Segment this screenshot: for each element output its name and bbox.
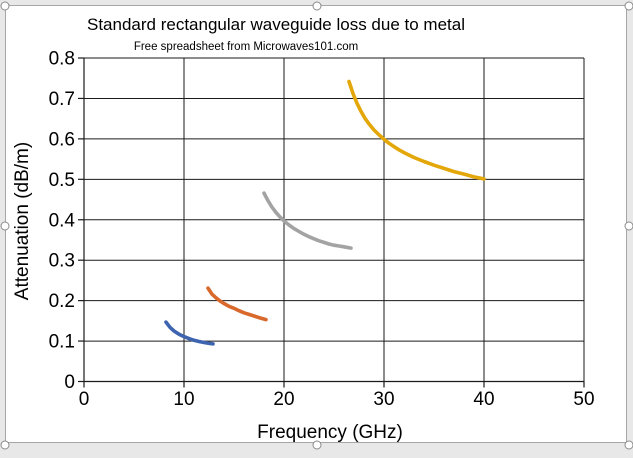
x-tick-label-40: 40 [473,389,494,410]
selection-handle-bottom-left[interactable] [0,440,10,450]
x-tick-label-0: 0 [79,389,90,410]
series-line-series-3-gray[interactable] [262,191,353,250]
selection-handle-middle-right[interactable] [624,221,633,231]
selection-handle-bottom-right[interactable] [624,440,633,450]
y-tick-label-0.2: 0.2 [49,291,75,312]
y-tick-label-0.8: 0.8 [49,49,75,70]
selection-handle-top-center[interactable] [312,1,322,11]
series-line-series-2-orange[interactable] [206,286,268,322]
y-tick-label-0.4: 0.4 [49,210,76,231]
selection-handle-middle-left[interactable] [0,221,10,231]
y-tick-label-0.3: 0.3 [49,251,75,272]
selection-handle-bottom-center[interactable] [312,440,322,450]
x-tick-label-20: 20 [273,389,294,410]
series-line-series-4-gold[interactable] [347,79,486,181]
x-tick-label-10: 10 [173,389,194,410]
y-tick-label-0.6: 0.6 [49,129,75,150]
selection-handle-top-right[interactable] [624,1,633,11]
chart-subtitle[interactable]: Free spreadsheet from Microwaves101.com [133,41,359,53]
y-tick-label-0.1: 0.1 [49,332,75,353]
series-line-series-1-blue[interactable] [164,320,215,346]
chart-title[interactable]: Standard rectangular waveguide loss due … [86,15,465,34]
y-tick-label-0.7: 0.7 [49,89,75,110]
x-axis-title[interactable]: Frequency (GHz) [257,422,403,443]
x-tick-label-30: 30 [373,389,394,410]
selection-handle-top-left[interactable] [0,1,10,11]
x-tick-label-50: 50 [573,389,594,410]
y-tick-label-0.5: 0.5 [49,170,75,191]
y-tick-label-0: 0 [64,372,75,393]
chart-area[interactable]: Standard rectangular waveguide loss due … [5,5,627,443]
